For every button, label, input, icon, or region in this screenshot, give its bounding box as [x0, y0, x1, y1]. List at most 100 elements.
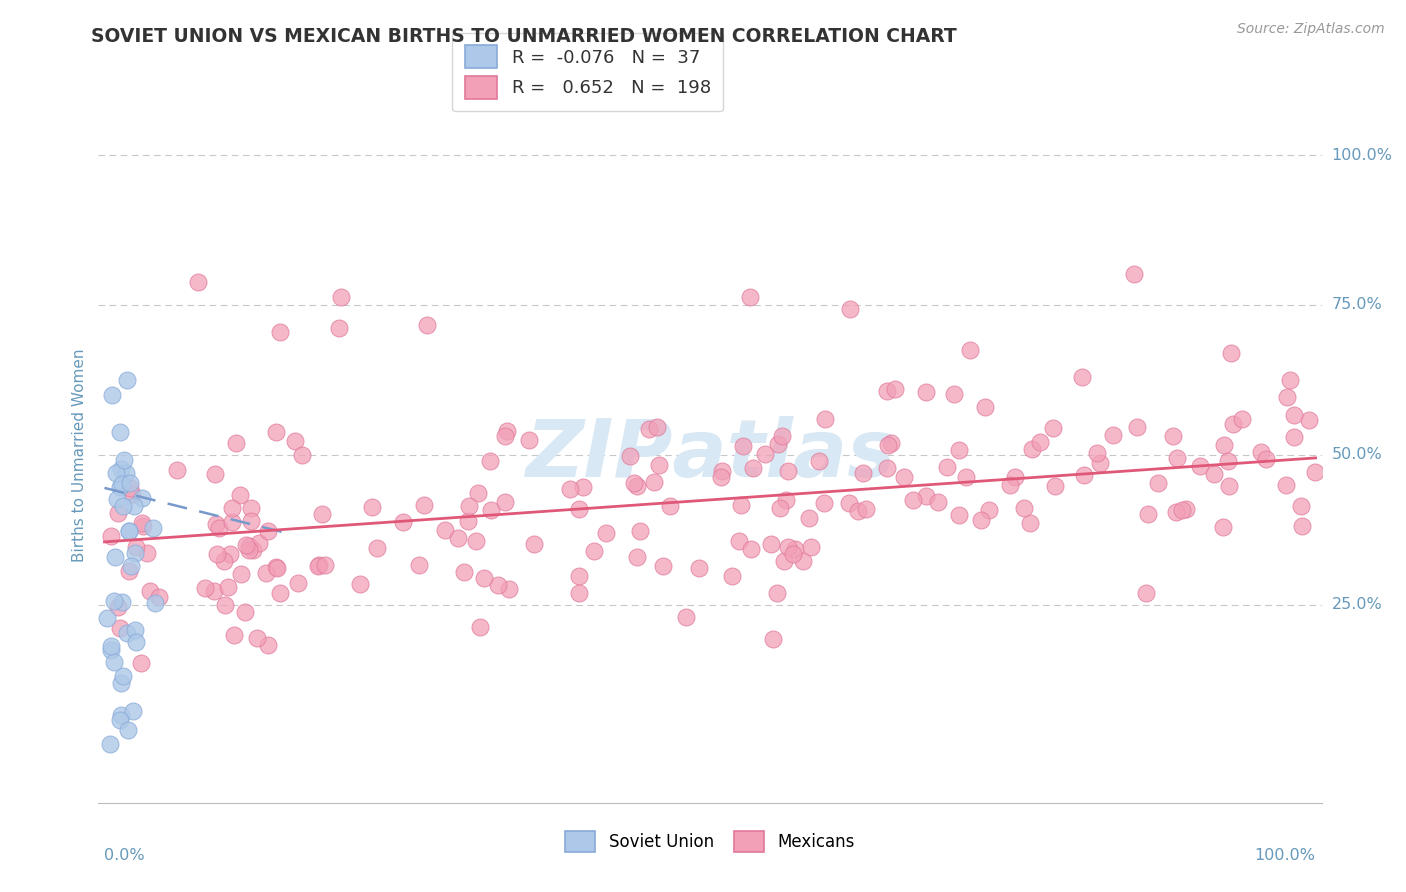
Point: [1284, 409, 1306, 423]
Point: [266, 561, 288, 575]
Point: [1230, 412, 1253, 426]
Point: [876, 460, 898, 475]
Point: [626, 479, 648, 493]
Point: [769, 500, 792, 515]
Point: [1298, 413, 1320, 427]
Point: [194, 581, 217, 595]
Point: [129, 656, 152, 670]
Point: [111, 595, 134, 609]
Point: [1137, 507, 1160, 521]
Point: [101, 388, 124, 402]
Text: SOVIET UNION VS MEXICAN BIRTHS TO UNMARRIED WOMEN CORRELATION CHART: SOVIET UNION VS MEXICAN BIRTHS TO UNMARR…: [91, 27, 957, 45]
Point: [558, 483, 581, 497]
Point: [314, 558, 336, 572]
Point: [1161, 429, 1184, 443]
Text: 75.0%: 75.0%: [1331, 297, 1382, 312]
Point: [1202, 467, 1225, 482]
Point: [1090, 456, 1112, 470]
Point: [1019, 516, 1042, 531]
Point: [238, 543, 260, 558]
Point: [1101, 427, 1123, 442]
Point: [121, 704, 143, 718]
Point: [233, 606, 256, 620]
Point: [808, 454, 831, 468]
Point: [1218, 479, 1240, 493]
Point: [110, 708, 132, 723]
Point: [166, 463, 188, 477]
Point: [120, 559, 142, 574]
Point: [187, 275, 209, 289]
Point: [770, 429, 793, 443]
Point: [776, 540, 799, 554]
Point: [247, 536, 270, 550]
Point: [478, 453, 501, 467]
Point: [221, 515, 243, 529]
Point: [1303, 465, 1326, 479]
Point: [568, 568, 591, 582]
Point: [121, 487, 143, 501]
Point: [914, 385, 936, 400]
Text: 50.0%: 50.0%: [1331, 448, 1382, 462]
Point: [1220, 346, 1243, 360]
Point: [623, 475, 645, 490]
Point: [651, 558, 673, 573]
Point: [108, 713, 131, 727]
Point: [970, 513, 993, 527]
Point: [104, 550, 127, 565]
Point: [221, 501, 243, 516]
Point: [366, 541, 388, 556]
Point: [498, 582, 520, 596]
Point: [246, 632, 269, 646]
Y-axis label: Births to Unmarried Women: Births to Unmarried Women: [72, 348, 87, 562]
Point: [762, 632, 785, 647]
Point: [110, 675, 132, 690]
Point: [1164, 505, 1187, 519]
Point: [1135, 586, 1157, 600]
Point: [111, 477, 134, 491]
Point: [111, 668, 134, 682]
Point: [112, 499, 135, 513]
Point: [115, 626, 138, 640]
Point: [927, 495, 949, 509]
Point: [626, 550, 648, 565]
Point: [238, 539, 260, 553]
Point: [792, 554, 814, 568]
Point: [222, 628, 245, 642]
Point: [100, 529, 122, 543]
Point: [730, 499, 752, 513]
Point: [284, 434, 307, 448]
Text: ZIP​atlas: ZIP​atlas: [524, 416, 896, 494]
Point: [572, 480, 595, 494]
Point: [329, 290, 352, 304]
Point: [269, 325, 291, 339]
Point: [1291, 518, 1313, 533]
Point: [110, 462, 132, 476]
Point: [308, 558, 330, 572]
Point: [254, 566, 277, 580]
Point: [727, 533, 749, 548]
Point: [98, 737, 121, 751]
Point: [138, 583, 160, 598]
Point: [1021, 442, 1043, 456]
Point: [568, 502, 591, 516]
Point: [1147, 476, 1170, 491]
Point: [776, 464, 799, 478]
Point: [783, 541, 806, 556]
Point: [349, 577, 371, 591]
Point: [122, 499, 145, 513]
Point: [118, 564, 141, 578]
Point: [974, 400, 997, 414]
Point: [257, 638, 280, 652]
Point: [1188, 458, 1211, 473]
Text: 100.0%: 100.0%: [1254, 848, 1316, 863]
Point: [1071, 370, 1094, 384]
Point: [311, 508, 333, 522]
Text: 0.0%: 0.0%: [104, 848, 145, 863]
Point: [124, 623, 146, 637]
Point: [141, 521, 163, 535]
Point: [936, 459, 959, 474]
Legend: Soviet Union, Mexicans: Soviet Union, Mexicans: [557, 822, 863, 861]
Point: [205, 517, 228, 532]
Point: [884, 382, 907, 396]
Point: [118, 524, 141, 539]
